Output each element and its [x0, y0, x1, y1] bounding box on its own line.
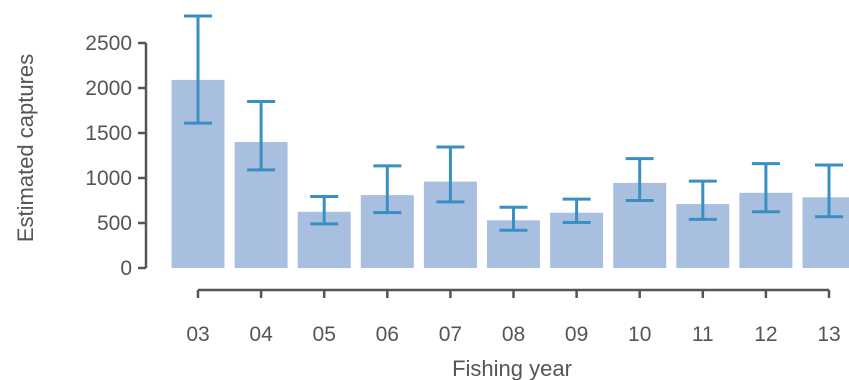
error-bar-12 [751, 162, 780, 214]
y-tick-label-1000: 1000 [85, 167, 132, 190]
x-tick-label-03: 03 [186, 323, 209, 346]
x-axis-title: Fishing year [452, 356, 572, 380]
x-tick-label-08: 08 [502, 323, 525, 346]
x-tick-label-07: 07 [439, 323, 462, 346]
error-bar-04 [247, 100, 276, 172]
error-bar-05 [310, 194, 339, 226]
y-tick-label-1500: 1500 [85, 122, 132, 145]
x-tick-label-09: 09 [565, 323, 588, 346]
error-bar-09 [562, 197, 591, 225]
y-tick-label-0: 0 [120, 257, 132, 280]
y-axis-title: Estimated captures [13, 54, 38, 242]
error-bar-07 [436, 145, 465, 204]
error-bar-06 [373, 164, 402, 215]
y-tick-label-2500: 2500 [85, 32, 132, 55]
y-tick-label-500: 500 [97, 212, 132, 235]
x-tick-label-10: 10 [628, 323, 651, 346]
x-tick-label-13: 13 [817, 323, 840, 346]
x-tick-label-06: 06 [376, 323, 399, 346]
error-bar-13 [815, 163, 843, 219]
y-axis: 0 500 1000 1500 2000 2500 [85, 32, 148, 280]
x-tick-label-04: 04 [249, 323, 273, 346]
x-tick-label-11: 11 [692, 323, 714, 346]
error-bars-group [184, 14, 843, 232]
error-bar-08 [499, 205, 528, 232]
error-bar-03 [184, 14, 212, 125]
bars-group [171, 79, 849, 269]
y-tick-label-2000: 2000 [85, 77, 132, 100]
bar-13 [802, 197, 849, 268]
x-tick-label-05: 05 [313, 323, 336, 346]
error-bar-11 [688, 179, 717, 221]
x-axis: 03 04 05 06 07 08 09 10 11 12 13 [186, 288, 841, 346]
error-bar-10 [625, 157, 654, 202]
x-tick-label-12: 12 [754, 323, 777, 346]
